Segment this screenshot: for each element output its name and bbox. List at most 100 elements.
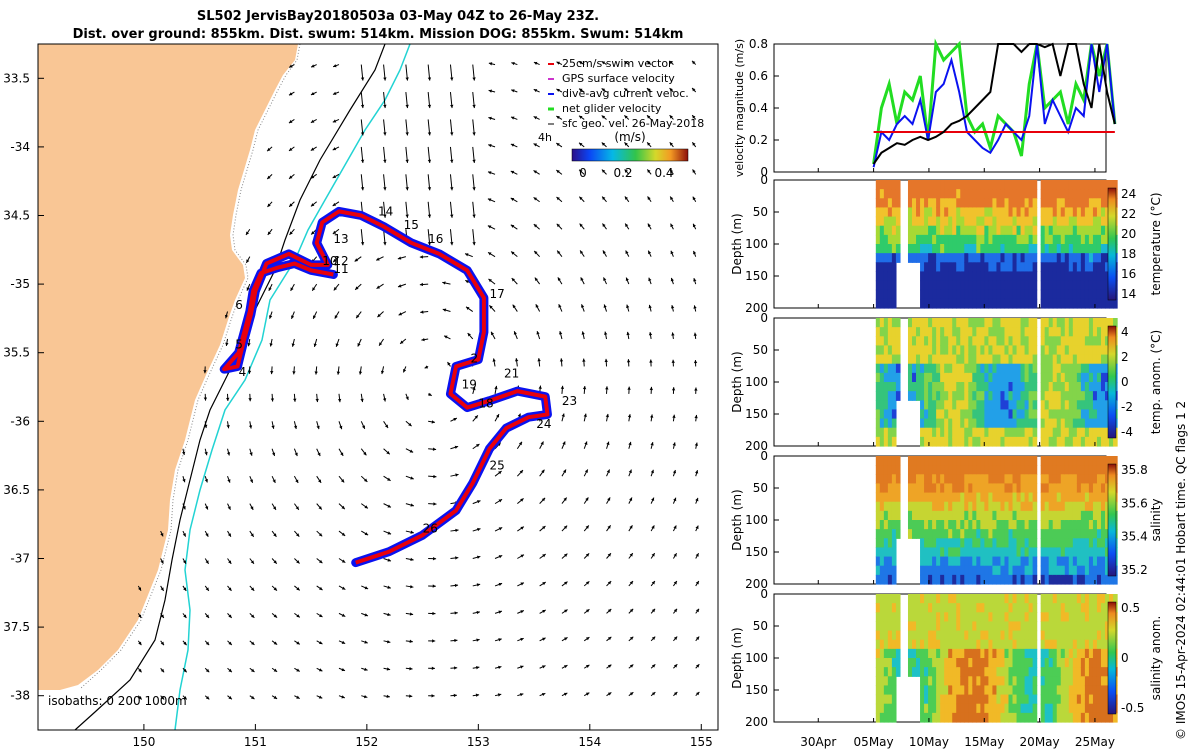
heatmap-cell bbox=[879, 492, 885, 503]
heatmap-cell bbox=[1056, 538, 1062, 549]
heatmap-cell bbox=[1080, 520, 1086, 530]
heatmap-cell bbox=[960, 216, 965, 227]
heatmap-cell bbox=[1105, 336, 1110, 347]
colorbar-tick: 18 bbox=[1121, 247, 1136, 261]
heatmap-cell bbox=[1012, 345, 1018, 356]
heatmap-cell bbox=[1008, 630, 1014, 641]
velocity-vector-head bbox=[605, 386, 609, 390]
heatmap-cell bbox=[944, 556, 949, 567]
heatmap-cell bbox=[883, 594, 889, 604]
heatmap-cell bbox=[976, 409, 981, 420]
heatmap-cell bbox=[1044, 520, 1050, 530]
velocity-vector-head bbox=[648, 304, 652, 309]
heatmap-cell bbox=[1024, 298, 1030, 309]
heatmap-cell bbox=[996, 648, 1002, 659]
heatmap-cell bbox=[968, 694, 973, 705]
heatmap-cell bbox=[912, 639, 917, 650]
heatmap-cell bbox=[1004, 492, 1010, 503]
heatmap-cell bbox=[940, 603, 945, 613]
heatmap-cell bbox=[1080, 271, 1086, 282]
velocity-vector-head bbox=[431, 666, 435, 671]
velocity-vector-head bbox=[296, 695, 300, 699]
heatmap-cell bbox=[916, 603, 921, 613]
heatmap-cell bbox=[1016, 639, 1022, 650]
depth-tick: 50 bbox=[753, 343, 768, 357]
heatmap-cell bbox=[1048, 565, 1054, 576]
heatmap-cell bbox=[883, 180, 889, 190]
velocity-vector-head bbox=[295, 533, 300, 537]
heatmap-cell bbox=[992, 427, 998, 438]
heatmap-cell bbox=[940, 501, 945, 512]
heatmap-cell bbox=[1076, 676, 1082, 687]
heatmap-cell bbox=[928, 318, 933, 328]
heatmap-cell bbox=[924, 298, 929, 309]
velocity-vector-head bbox=[673, 525, 677, 529]
velocity-vector-head bbox=[204, 451, 208, 456]
heatmap-cell bbox=[948, 603, 953, 613]
time-tick: 05May bbox=[854, 735, 894, 749]
heatmap-cell bbox=[956, 409, 961, 420]
heatmap-cell bbox=[1024, 694, 1030, 705]
heatmap-cell bbox=[920, 676, 925, 687]
heatmap-cell bbox=[1064, 244, 1070, 254]
heatmap-cell bbox=[891, 382, 897, 392]
heatmap-cell bbox=[980, 594, 985, 604]
heatmap-cell bbox=[1000, 648, 1006, 659]
heatmap-cell bbox=[1096, 198, 1102, 209]
heatmap-cell bbox=[1100, 318, 1106, 328]
velocity-vector-head bbox=[537, 358, 541, 362]
heatmap-cell bbox=[1040, 382, 1046, 392]
heatmap-cell bbox=[936, 712, 941, 723]
heatmap-cell bbox=[1076, 327, 1082, 337]
heatmap-cell bbox=[932, 336, 937, 347]
heatmap-cell bbox=[1040, 327, 1046, 337]
heatmap-cell bbox=[924, 538, 929, 549]
velocity-vector-head bbox=[292, 371, 296, 375]
heatmap-cell bbox=[879, 289, 885, 300]
heatmap-cell bbox=[980, 465, 985, 475]
heatmap-cell bbox=[972, 382, 977, 392]
heatmap-cell bbox=[887, 492, 893, 503]
heatmap-cell bbox=[1088, 547, 1094, 558]
heatmap-cell bbox=[964, 262, 969, 273]
heatmap-cell bbox=[1056, 594, 1062, 604]
heatmap-cell bbox=[887, 565, 893, 576]
heatmap-cell bbox=[1024, 363, 1030, 374]
heatmap-cell bbox=[1092, 289, 1098, 300]
heatmap-cell bbox=[1105, 492, 1110, 503]
heatmap-cell bbox=[968, 436, 973, 447]
velocity-vector-head bbox=[488, 144, 492, 148]
heatmap-cell bbox=[1016, 427, 1022, 438]
heatmap-cell bbox=[1052, 676, 1058, 687]
heatmap-cell bbox=[1092, 630, 1098, 641]
velocity-vector-head bbox=[360, 159, 365, 163]
velocity-vector-head bbox=[361, 425, 366, 429]
heatmap-cell bbox=[891, 207, 897, 218]
heatmap-cell bbox=[948, 216, 953, 227]
heatmap-cell bbox=[980, 685, 985, 696]
heatmap-cell bbox=[928, 418, 933, 429]
velocity-vector-head bbox=[250, 533, 254, 537]
heatmap-cell bbox=[1004, 198, 1010, 209]
heatmap-cell bbox=[1072, 391, 1078, 401]
heatmap-cell bbox=[968, 280, 973, 291]
heatmap-cell bbox=[936, 547, 941, 558]
velocity-vector-head bbox=[409, 667, 413, 671]
heatmap-cell bbox=[1040, 234, 1046, 245]
velocity-vector-head bbox=[557, 277, 561, 281]
heatmap-cell bbox=[891, 298, 897, 309]
legend-label: 25cm/s swim vector bbox=[562, 57, 673, 70]
heatmap-cell bbox=[1100, 556, 1106, 567]
heatmap-cell bbox=[1028, 318, 1034, 328]
heatmap-cell bbox=[891, 262, 897, 273]
heatmap-cell bbox=[1060, 298, 1066, 309]
heatmap-cell bbox=[1052, 556, 1058, 567]
velocity-vector-head bbox=[520, 582, 524, 586]
heatmap-cell bbox=[952, 658, 957, 668]
velocity-vector-head bbox=[315, 398, 319, 403]
heatmap-cell bbox=[1084, 189, 1090, 199]
heatmap-cell bbox=[916, 612, 921, 623]
heatmap-cell bbox=[920, 685, 925, 696]
heatmap-cell bbox=[1092, 667, 1098, 677]
heatmap-cell bbox=[952, 538, 957, 549]
